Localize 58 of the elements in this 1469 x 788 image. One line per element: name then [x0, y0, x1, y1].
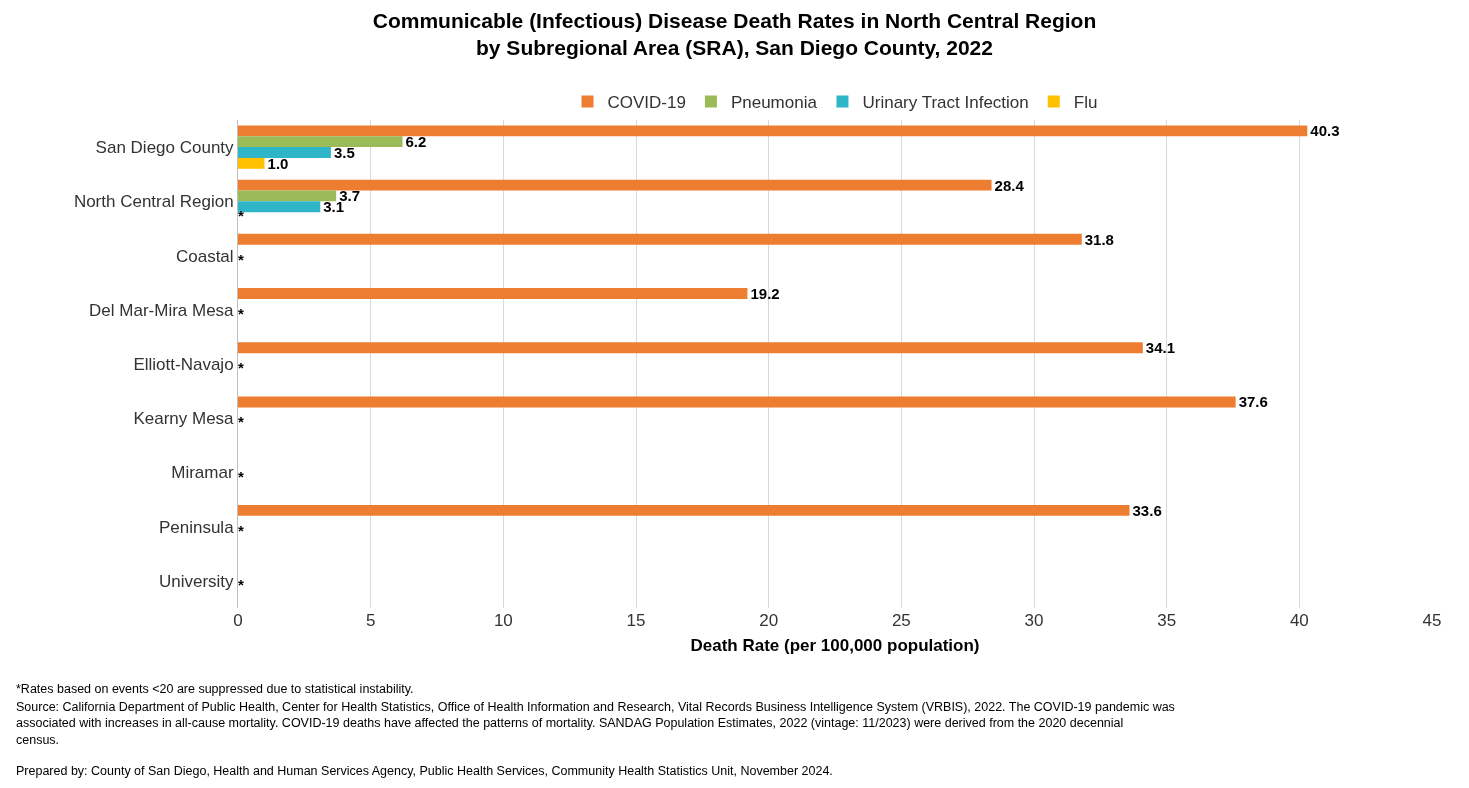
legend-label: COVID-19: [607, 93, 686, 113]
data-label: 34.1: [1145, 339, 1175, 357]
chart-title: Communicable (Infectious) Disease Death Rates in North Central Region by Subregional Area (SRA), San Diego County, 2022: [372, 8, 1097, 59]
x-axis-title: Death Rate (per 100,000 population): [690, 636, 980, 656]
y-tick-label: University: [158, 571, 235, 591]
x-tick-label: 45: [1422, 611, 1442, 630]
bar: [238, 504, 1130, 516]
x-tick-label: 0: [233, 611, 243, 630]
data-label: 37.6: [1238, 393, 1268, 411]
y-tick-label: Peninsula: [158, 517, 235, 537]
data-label: 40.3: [1310, 122, 1340, 140]
bar: [238, 125, 1308, 137]
bar: [238, 147, 331, 158]
y-tick-label: Miramar: [171, 463, 234, 483]
bar: [238, 157, 265, 169]
text: *: [238, 359, 244, 377]
bar: [238, 136, 403, 148]
y-tick-label: Kearny Mesa: [133, 409, 235, 429]
y-tick-label: Del Mar-Mira Mesa: [89, 300, 235, 320]
y-tick-label: North Central Region: [73, 192, 234, 212]
x-tick-label: 40: [1289, 611, 1309, 630]
bar: [238, 288, 748, 299]
data-label: 6.2: [405, 133, 427, 151]
y-tick-label: Elliott-Navajo: [133, 354, 234, 374]
data-label: 33.6: [1132, 501, 1162, 519]
data-label: 28.4: [994, 176, 1025, 194]
y-tick-label: San Diego County: [95, 138, 235, 158]
x-tick-label: 35: [1157, 611, 1177, 630]
x-tick-label: 10: [493, 611, 513, 630]
x-tick-label: 25: [891, 611, 911, 630]
x-tick-label: 5: [365, 611, 376, 630]
text: *: [238, 304, 244, 322]
x-tick-label: 30: [1024, 611, 1044, 630]
text: *: [238, 250, 244, 268]
text: Prepared by: County of San Diego, Health and Human Services Agency, Public Health Services, Community Health Statistics Unit, November 2024.: [16, 764, 833, 778]
bar: [238, 190, 337, 202]
data-label: 3.5: [333, 144, 355, 162]
legend-label: Pneumonia: [730, 93, 818, 113]
text: *Rates based on events <20 are suppressed due to statistical instability.: [16, 682, 414, 696]
data-label: 1.0: [267, 154, 289, 172]
text: *: [238, 521, 244, 539]
bar: [238, 179, 992, 191]
data-label: 19.2: [750, 285, 780, 303]
data-label: 31.8: [1084, 230, 1114, 248]
legend-label: Urinary Tract Infection: [862, 93, 1029, 113]
bar: [238, 396, 1236, 408]
y-tick-label: Coastal: [175, 246, 234, 266]
x-tick-label: 15: [626, 611, 646, 630]
text: *: [238, 576, 244, 594]
bar: [238, 233, 1082, 245]
text: *: [238, 207, 244, 225]
legend-label: Flu: [1073, 93, 1098, 113]
bar: [238, 342, 1143, 354]
text: *: [238, 413, 244, 431]
bar: [238, 201, 321, 213]
source-note: Source: California Department of Public Health, Center for Health Statistics, Office of Health Information and Research, Vital Records Business Intelligence System (VRBIS), 2022. The COVID-19 pandemic was associated with increases in all-cause mortality. COVID-19 deaths have affected the patterns of mortality. SANDAG Population Estimates, 2022 (vintage: 11/2023) were derived from the 2020 decennial census.: [16, 700, 1175, 747]
text: *: [238, 467, 244, 485]
x-tick-label: 20: [759, 611, 779, 630]
